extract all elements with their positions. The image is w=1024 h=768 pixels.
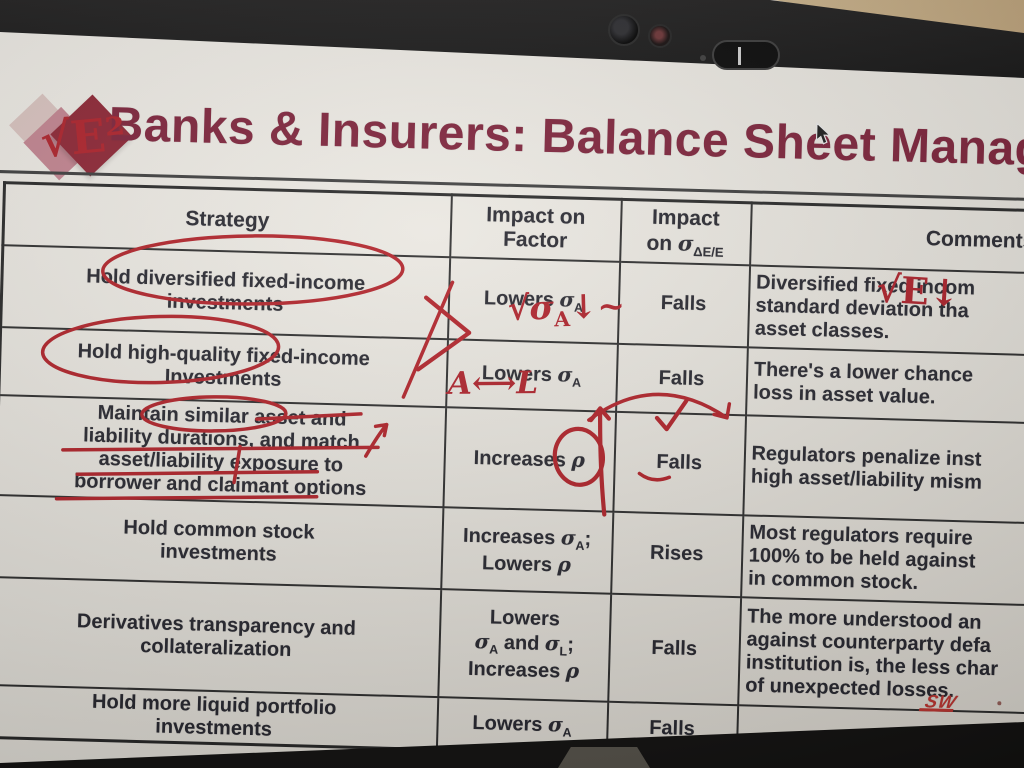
privacy-shutter-slider (712, 40, 780, 70)
annotation-sqrt-e-squared: √E² (37, 106, 129, 169)
hinge-notch (558, 747, 650, 768)
balance-sheet-table: Strategy Impact on Factor Impact on σΔE/E … (0, 181, 1024, 768)
webcam-icon (608, 14, 640, 46)
factor-cell: Lowers σA and σL; Increases ρ (437, 588, 611, 702)
factor-cell: Increases ρ (442, 406, 616, 512)
microphone-dot-icon (700, 55, 706, 61)
header-impact-factor: Impact on Factor (449, 194, 622, 262)
annotation-sigma-a-down: √σA↓~ (507, 285, 626, 332)
camera-lens-icon (648, 24, 672, 48)
annotation-asset-liability-arrow: A⟷L (447, 365, 539, 402)
sigma-cell: Rises (610, 511, 743, 597)
strategy-cell: Hold diversified fixed-income investment… (0, 244, 450, 339)
strategy-cell: Derivatives transparency and collaterali… (0, 576, 441, 697)
factor-cell: Increases σA; Lowers ρ (440, 506, 613, 594)
shutter-tick (738, 47, 741, 65)
annotation-sqrt-e-down: √E↓ (875, 266, 962, 316)
slide-title: Banks & Insurers: Balance Sheet Manage (107, 97, 1024, 178)
header-impact-sigma: Impact on σΔE/E (619, 199, 752, 265)
strategy-cell: Maintain similar asset and liability dur… (0, 394, 446, 507)
comments-cell: Most regulators require 100% to be held … (740, 514, 1024, 610)
strategy-cell: Hold common stock investments (0, 494, 443, 589)
mouse-cursor-icon (815, 122, 832, 145)
sigma-cell: Falls (607, 593, 741, 705)
strategy-cell: Hold more liquid portfolio investments (0, 684, 438, 750)
sigma-cell: Falls (612, 411, 746, 515)
schweser-logo: SW (918, 691, 959, 713)
strategy-cell: Hold high-quality fixed-income Investmen… (0, 326, 448, 407)
sigma-cell: Falls (615, 343, 748, 415)
logo-dot (997, 701, 1002, 706)
sigma-cell: Falls (617, 261, 750, 347)
comments-cell: The more understood an against counterpa… (737, 596, 1024, 718)
comments-cell: Regulators penalize inst high asset/liab… (742, 414, 1024, 528)
